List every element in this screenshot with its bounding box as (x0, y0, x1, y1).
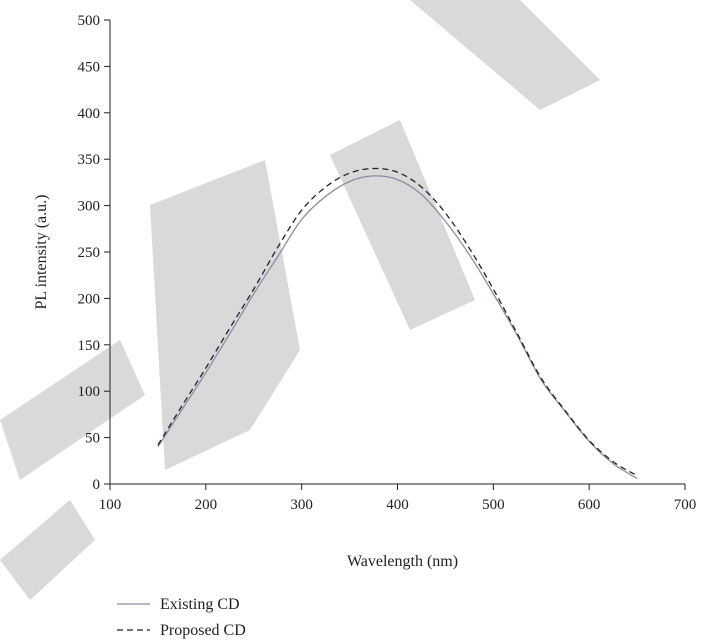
x-tick-label: 600 (578, 497, 601, 513)
y-tick-label: 0 (93, 477, 101, 493)
axes: 0 50 100 150 200 250 300 350 400 450 500 100 200 300 4… (78, 13, 697, 513)
y-tick-label: 400 (78, 106, 101, 122)
series-lines (157, 167, 638, 479)
watermark-stripe (150, 160, 300, 470)
series-line-2 (157, 167, 638, 477)
legend-label-1: Existing CD (160, 596, 240, 613)
y-tick-label: 250 (78, 245, 101, 261)
x-tick-label: 500 (482, 497, 505, 513)
y-tick-label: 350 (78, 152, 101, 168)
watermark-stripe (410, 0, 600, 110)
retracted-watermark (0, 0, 600, 600)
y-tick-label: 150 (78, 338, 101, 354)
legend: Existing CD Proposed CD (117, 596, 246, 639)
y-tick-label: 100 (78, 384, 101, 400)
legend-label-2: Proposed CD (160, 622, 246, 639)
x-axis-label: Wavelength (nm) (347, 553, 458, 570)
y-tick-label: 200 (78, 291, 101, 307)
y-axis-label: PL intensity (a.u.) (33, 195, 50, 310)
x-tick-label: 200 (195, 497, 218, 513)
watermark-stripe (330, 120, 475, 330)
y-tick-label: 450 (78, 59, 101, 75)
x-tick-label: 300 (290, 497, 313, 513)
series-line-1 (157, 175, 638, 479)
x-tick-label: 100 (99, 497, 122, 513)
axis-labels: Wavelength (nm) PL intensity (a.u.) (33, 195, 458, 570)
y-tick-label: 50 (85, 431, 100, 447)
watermark-stripe (0, 500, 95, 600)
watermark-stripe (0, 340, 145, 480)
x-tick-label: 700 (674, 497, 697, 513)
y-tick-label: 300 (78, 199, 101, 215)
x-tick-label: 400 (386, 497, 409, 513)
y-tick-label: 500 (78, 13, 101, 29)
